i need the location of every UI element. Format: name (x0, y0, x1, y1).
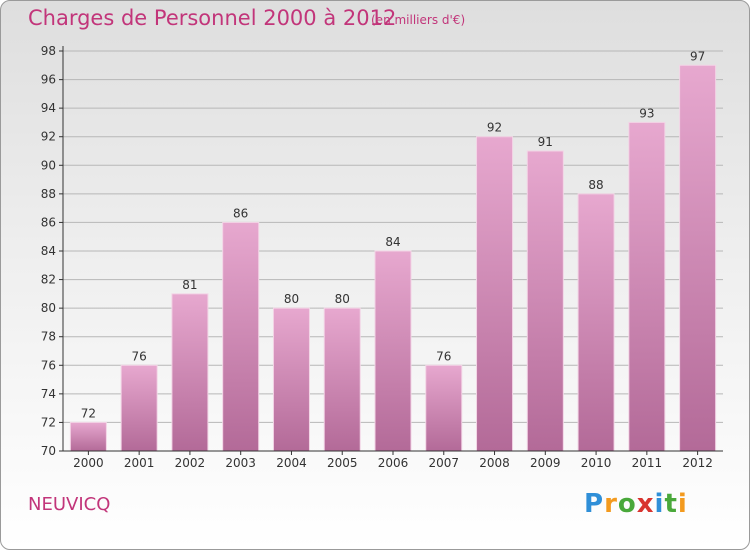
chart-title: Charges de Personnel 2000 à 2012 (28, 6, 397, 30)
y-tick-label: 80 (41, 301, 56, 315)
y-tick-label: 92 (41, 130, 56, 144)
y-tick-label: 70 (41, 444, 56, 458)
x-tick-label: 2011 (632, 456, 663, 470)
data-label: 84 (385, 235, 400, 249)
y-tick-label: 90 (41, 158, 56, 172)
bar (425, 364, 463, 452)
x-tick-label: 2008 (479, 456, 510, 470)
x-tick-label: 2007 (428, 456, 459, 470)
y-tick-label: 94 (41, 101, 56, 115)
bar (628, 121, 666, 452)
data-label: 93 (639, 106, 654, 120)
x-tick-label: 2004 (276, 456, 307, 470)
x-tick-label: 2006 (378, 456, 409, 470)
logo-letter: x (636, 489, 655, 519)
y-tick-label: 88 (41, 187, 56, 201)
bar (69, 421, 107, 452)
y-tick-label: 76 (41, 358, 56, 372)
bar (120, 364, 158, 452)
bar (374, 250, 412, 452)
chart-subtitle: (en milliers d'€) (371, 13, 466, 27)
bar (171, 293, 209, 452)
y-tick-label: 96 (41, 73, 56, 87)
logo-letter: o (617, 489, 637, 519)
y-tick-label: 82 (41, 273, 56, 287)
data-label: 76 (436, 349, 451, 363)
x-tick-label: 2012 (682, 456, 713, 470)
bar (526, 150, 564, 452)
x-tick-label: 2009 (530, 456, 561, 470)
y-tick-label: 74 (41, 387, 56, 401)
y-tick-label: 98 (41, 44, 56, 58)
data-label: 97 (690, 49, 705, 63)
y-tick-label: 86 (41, 215, 56, 229)
proxiti-logo: Proxiti (584, 489, 688, 519)
commune-name: NEUVICQ (28, 494, 111, 515)
x-tick-label: 2000 (73, 456, 104, 470)
bar (272, 307, 310, 452)
x-tick-label: 2001 (124, 456, 155, 470)
bar (577, 193, 615, 452)
data-label: 92 (487, 121, 502, 135)
logo-letter: P (584, 489, 605, 519)
data-label: 80 (284, 292, 299, 306)
bar (476, 136, 514, 452)
data-label: 72 (81, 406, 96, 420)
data-label: 76 (132, 349, 147, 363)
data-label: 80 (335, 292, 350, 306)
logo-letter: i (677, 489, 688, 519)
logo-letter: i (654, 489, 665, 519)
data-label: 88 (588, 178, 603, 192)
y-tick-label: 84 (41, 244, 56, 258)
logo-letter: r (604, 489, 618, 519)
x-tick-label: 2002 (175, 456, 206, 470)
y-tick-label: 72 (41, 415, 56, 429)
x-tick-label: 2003 (225, 456, 256, 470)
x-tick-label: 2005 (327, 456, 358, 470)
data-label: 91 (538, 135, 553, 149)
bar (222, 221, 260, 452)
data-label: 81 (182, 278, 197, 292)
y-tick-label: 78 (41, 330, 56, 344)
x-tick-label: 2010 (581, 456, 612, 470)
logo-letter: t (664, 489, 678, 519)
data-label: 86 (233, 206, 248, 220)
bar (323, 307, 361, 452)
bar (679, 64, 717, 452)
